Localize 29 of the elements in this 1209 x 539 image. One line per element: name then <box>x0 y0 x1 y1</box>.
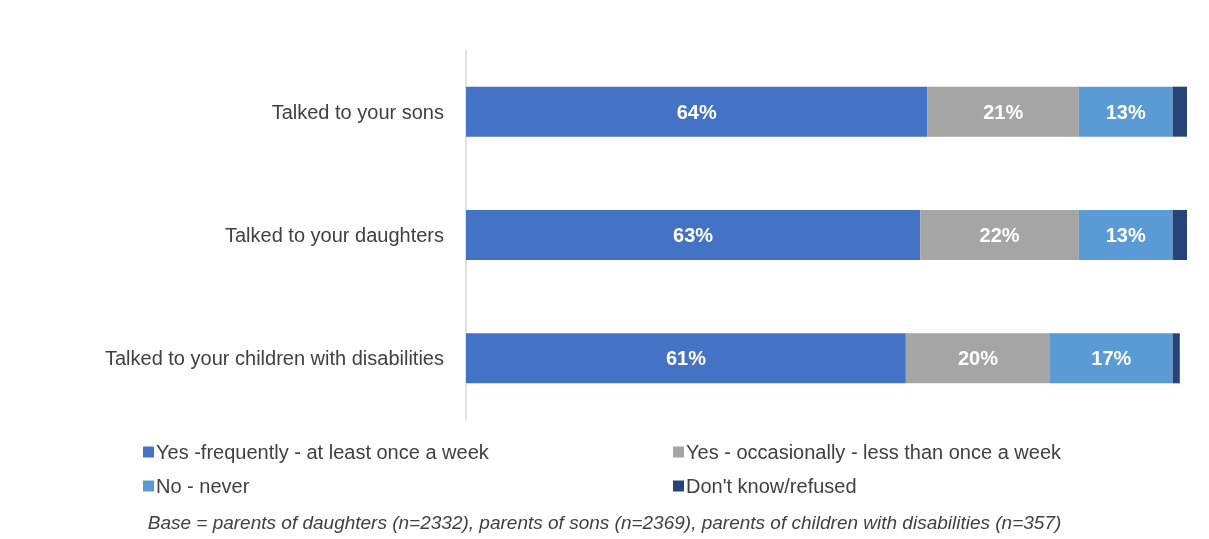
data-label: 64% <box>676 100 717 123</box>
bar <box>927 86 1079 137</box>
legend-label: Yes -frequently - at least once a week <box>156 441 490 463</box>
bar <box>1078 210 1173 260</box>
data-label: 20% <box>957 347 999 370</box>
legend-label: No - never <box>156 475 250 497</box>
bar <box>466 210 921 260</box>
data-label: 21% <box>983 100 1024 123</box>
bar <box>1078 86 1173 137</box>
data-label: 13% <box>1105 100 1146 123</box>
bar <box>920 210 1079 260</box>
bar <box>1172 333 1180 384</box>
bar <box>1172 210 1187 260</box>
text: Base = parents of daughters (n=2332), parents of sons (n=2369), parents of children with disabilities (n=357) <box>147 512 1062 533</box>
data-label: 13% <box>1105 224 1146 246</box>
data-label: 63% <box>673 224 714 246</box>
bar <box>905 333 1051 384</box>
data-label: 61% <box>665 347 707 370</box>
bar <box>1050 333 1173 384</box>
y-tick-label: Talked to your daughters <box>224 224 444 246</box>
bar <box>466 86 928 137</box>
legend-label: Don't know/refused <box>686 475 857 497</box>
y-tick-label: Talked to your sons <box>271 100 444 123</box>
data-label: 22% <box>979 224 1020 246</box>
bar <box>466 333 906 384</box>
data-label: 17% <box>1091 347 1132 370</box>
y-tick-label: Talked to your children with disabilities <box>104 347 444 370</box>
bar <box>1172 86 1187 137</box>
legend-label: Yes - occasionally - less than once a week <box>686 441 1063 463</box>
